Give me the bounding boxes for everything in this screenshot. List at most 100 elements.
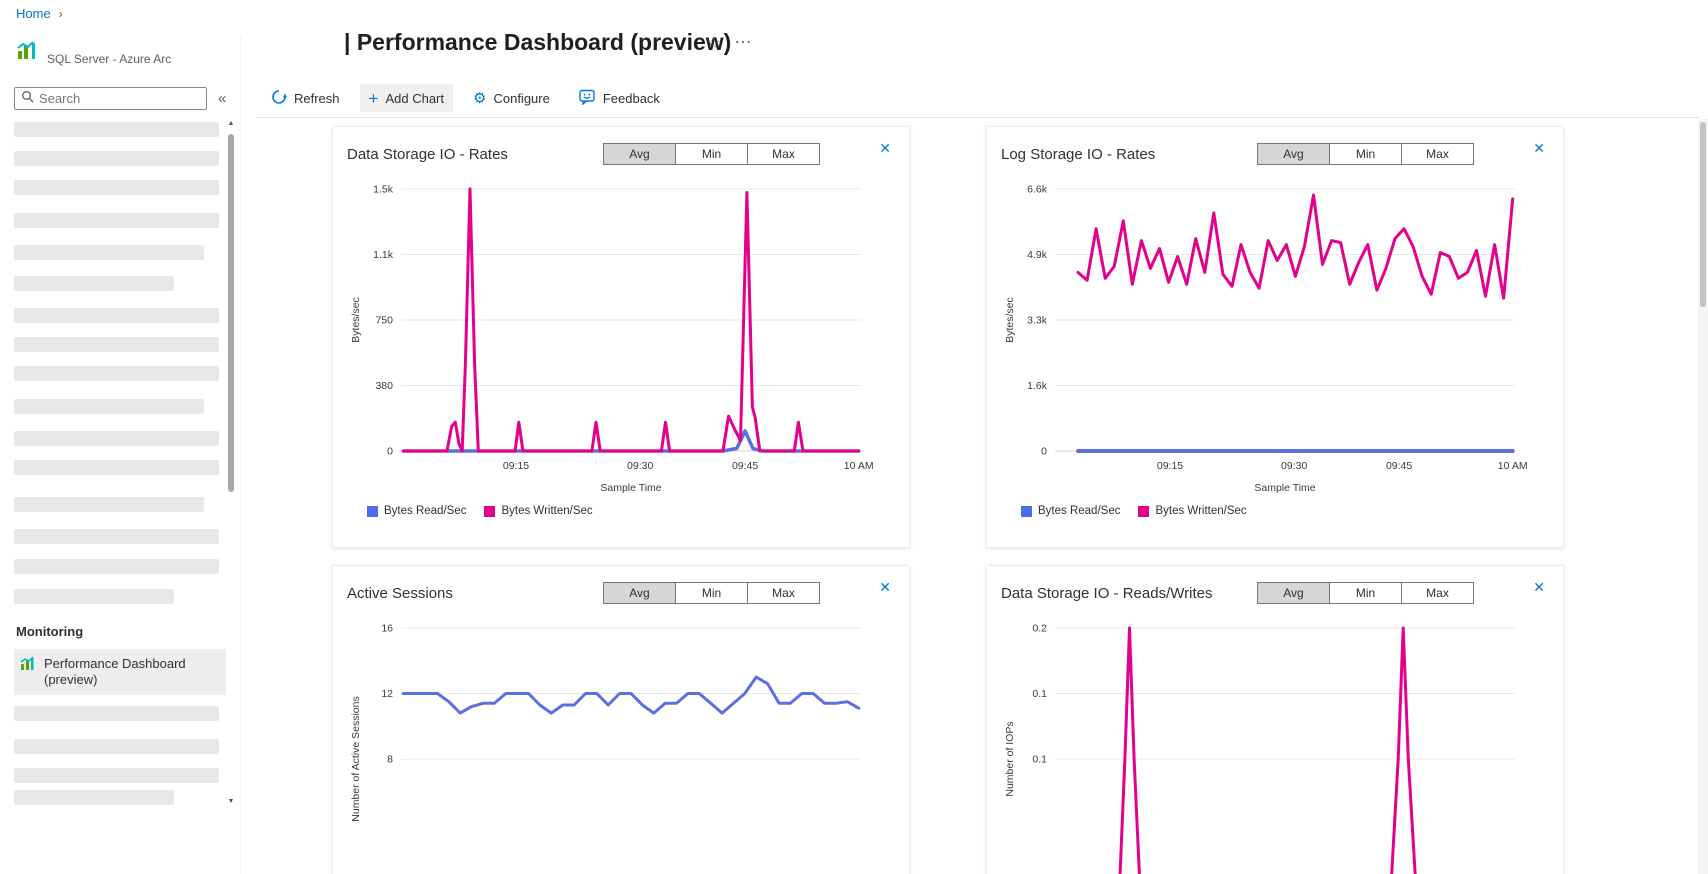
skeleton-bar xyxy=(14,213,219,228)
agg-max-button[interactable]: Max xyxy=(1401,143,1474,165)
feedback-smiley-icon xyxy=(579,89,596,108)
chart-card-log-storage-rates: Log Storage IO - Rates Avg Min Max ✕ 6.6… xyxy=(986,126,1564,548)
line-chart: 6.6k 4.9k 3.3k 1.6k 0 09:15 09:30 09:45 10 AM Sam… xyxy=(1001,177,1541,514)
skeleton-bar xyxy=(14,366,219,381)
feedback-button[interactable]: Feedback xyxy=(570,84,669,112)
skeleton-bar xyxy=(14,460,219,475)
svg-text:12: 12 xyxy=(381,688,393,700)
page-scrollbar-thumb[interactable] xyxy=(1700,122,1706,307)
breadcrumb-chevron-icon: › xyxy=(58,6,63,21)
resource-label: SQL Server - Azure Arc xyxy=(47,52,172,66)
close-chart-icon[interactable]: ✕ xyxy=(879,579,891,595)
legend-item[interactable]: Bytes Written/Sec xyxy=(484,505,593,517)
skeleton-bar xyxy=(14,768,219,783)
search-input[interactable] xyxy=(39,91,189,106)
skeleton-bar xyxy=(14,529,219,544)
page-scrollbar[interactable] xyxy=(1698,119,1708,874)
skeleton-bar xyxy=(14,739,219,754)
close-chart-icon[interactable]: ✕ xyxy=(1533,140,1545,156)
chart-title: Data Storage IO - Rates xyxy=(347,146,508,163)
svg-text:Bytes/sec: Bytes/sec xyxy=(350,297,362,343)
skeleton-bar xyxy=(14,431,219,446)
agg-avg-button[interactable]: Avg xyxy=(603,582,676,604)
performance-dashboard-icon xyxy=(20,656,36,688)
svg-text:8: 8 xyxy=(387,754,393,766)
svg-text:0.1: 0.1 xyxy=(1032,754,1047,766)
chart-title: Log Storage IO - Rates xyxy=(1001,146,1156,163)
chart-card-data-storage-reads-writes: Data Storage IO - Reads/Writes Avg Min M… xyxy=(986,565,1564,874)
line-chart: 0.2 0.1 0.1 Number of IOPs xyxy=(1001,616,1541,874)
agg-avg-button[interactable]: Avg xyxy=(603,143,676,165)
svg-text:1.5k: 1.5k xyxy=(373,184,394,196)
refresh-button[interactable]: Refresh xyxy=(262,84,349,112)
svg-text:1.1k: 1.1k xyxy=(373,249,394,261)
gear-icon: ⚙ xyxy=(473,89,487,107)
sidebar-search-row: « xyxy=(14,87,232,110)
svg-text:10 AM: 10 AM xyxy=(844,460,874,472)
svg-text:09:15: 09:15 xyxy=(503,460,529,472)
svg-text:09:30: 09:30 xyxy=(627,460,653,472)
sidebar-scrollbar[interactable]: ▲ ▼ xyxy=(226,120,236,805)
chart-title: Data Storage IO - Reads/Writes xyxy=(1001,585,1213,602)
scroll-up-icon[interactable]: ▲ xyxy=(227,120,235,127)
favorite-star-icon[interactable]: ☆ xyxy=(706,35,721,52)
breadcrumb-home-link[interactable]: Home xyxy=(16,6,51,21)
toolbar-divider xyxy=(256,117,1700,118)
feedback-label: Feedback xyxy=(602,90,660,106)
agg-min-button[interactable]: Min xyxy=(1329,143,1402,165)
agg-max-button[interactable]: Max xyxy=(747,582,820,604)
skeleton-bar xyxy=(14,706,219,721)
agg-min-button[interactable]: Min xyxy=(675,582,748,604)
skeleton-bar xyxy=(14,399,204,414)
refresh-label: Refresh xyxy=(294,90,340,106)
svg-text:0.1: 0.1 xyxy=(1032,688,1047,700)
svg-text:Bytes/sec: Bytes/sec xyxy=(1004,297,1016,343)
resource-sidebar: SQL Server - Azure Arc « Monitoring Perf xyxy=(0,0,240,874)
legend-label: Bytes Read/Sec xyxy=(384,505,467,517)
page-title: | Performance Dashboard (preview) xyxy=(344,29,732,55)
agg-avg-button[interactable]: Avg xyxy=(1257,582,1330,604)
aggregation-toggle: Avg Min Max xyxy=(1257,582,1474,604)
more-options-icon[interactable]: … xyxy=(734,27,753,47)
breadcrumb: Home › xyxy=(16,6,63,21)
agg-max-button[interactable]: Max xyxy=(1401,582,1474,604)
add-chart-button[interactable]: + Add Chart xyxy=(359,84,454,112)
legend-item[interactable]: Bytes Read/Sec xyxy=(1021,505,1120,517)
aggregation-toggle: Avg Min Max xyxy=(603,582,820,604)
sidebar-item-performance-dashboard[interactable]: Performance Dashboard (preview) xyxy=(14,649,226,695)
configure-label: Configure xyxy=(493,90,550,106)
chart-legend[interactable]: Bytes Read/Sec Bytes Written/Sec xyxy=(1021,505,1247,517)
agg-avg-button[interactable]: Avg xyxy=(1257,143,1330,165)
configure-button[interactable]: ⚙ Configure xyxy=(464,84,559,112)
agg-max-button[interactable]: Max xyxy=(747,143,820,165)
legend-item[interactable]: Bytes Read/Sec xyxy=(367,505,466,517)
line-chart: 16 12 8 Number of Active Sessions xyxy=(347,616,887,874)
sidebar-item-label: Performance Dashboard (preview) xyxy=(44,656,186,687)
search-icon xyxy=(21,90,34,108)
agg-min-button[interactable]: Min xyxy=(1329,582,1402,604)
svg-text:1.6k: 1.6k xyxy=(1027,380,1048,392)
chart-card-data-storage-rates: Data Storage IO - Rates Avg Min Max ✕ 1.… xyxy=(332,126,910,548)
sql-server-resource-icon xyxy=(16,40,38,67)
scroll-down-icon[interactable]: ▼ xyxy=(227,798,235,805)
legend-label: Bytes Written/Sec xyxy=(501,505,593,517)
collapse-sidebar-icon[interactable]: « xyxy=(218,90,227,107)
agg-min-button[interactable]: Min xyxy=(675,143,748,165)
chart-legend[interactable]: Bytes Read/Sec Bytes Written/Sec xyxy=(367,505,593,517)
line-chart: 1.5k 1.1k 750 380 0 09:15 09:30 09:45 10 AM Sampl… xyxy=(347,177,887,514)
aggregation-toggle: Avg Min Max xyxy=(1257,143,1474,165)
legend-item[interactable]: Bytes Written/Sec xyxy=(1138,505,1247,517)
search-box[interactable] xyxy=(14,87,207,110)
close-chart-icon[interactable]: ✕ xyxy=(879,140,891,156)
svg-text:10 AM: 10 AM xyxy=(1498,460,1528,472)
command-bar: Refresh + Add Chart ⚙ Configure Feedback xyxy=(262,84,669,112)
svg-text:Number of IOPs: Number of IOPs xyxy=(1004,721,1016,796)
skeleton-bar xyxy=(14,337,219,352)
sidebar-main-divider xyxy=(240,36,241,874)
close-chart-icon[interactable]: ✕ xyxy=(1533,579,1545,595)
sidebar-scrollbar-thumb[interactable] xyxy=(228,134,234,492)
legend-swatch xyxy=(1021,505,1032,517)
legend-swatch xyxy=(484,505,496,517)
legend-swatch xyxy=(367,505,378,517)
svg-text:Sample Time: Sample Time xyxy=(1254,482,1315,494)
